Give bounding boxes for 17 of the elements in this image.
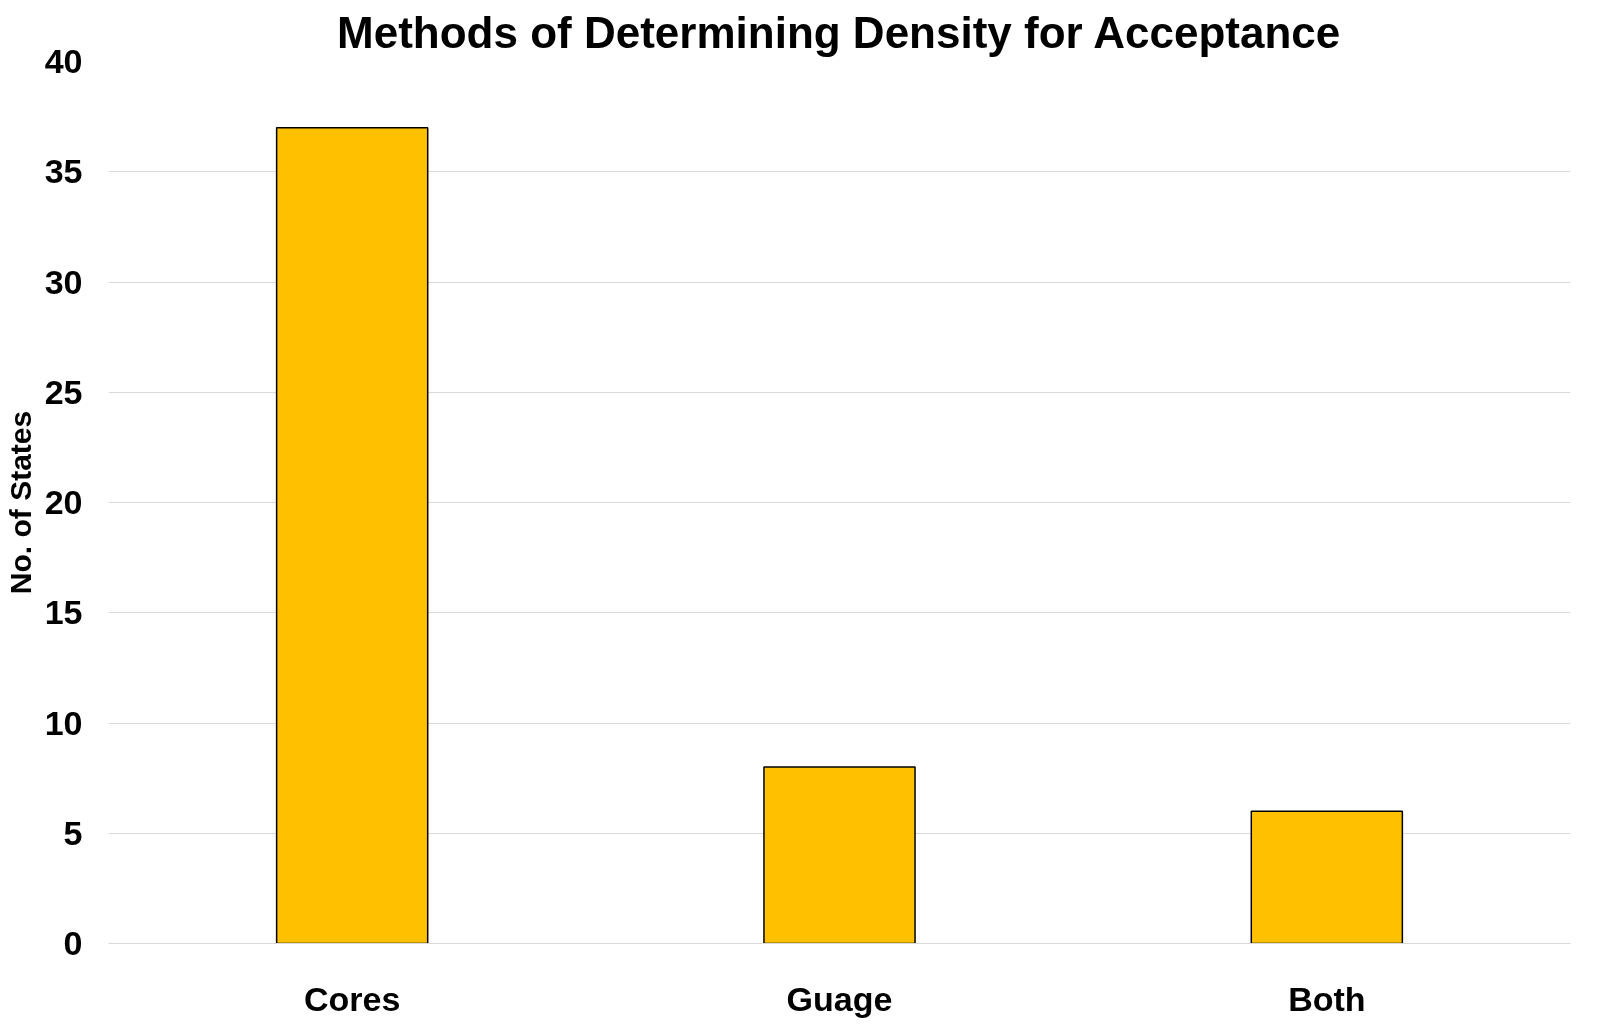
x-tick-label: Guage	[786, 979, 893, 1018]
y-tick-label: 20	[44, 483, 83, 521]
y-tick-label: 15	[44, 593, 83, 632]
chart-title: Methods of Determining Density for Acceptance	[337, 7, 1341, 57]
bar	[763, 766, 916, 944]
y-tick-label: 10	[44, 703, 83, 742]
y-tick-label: 35	[44, 152, 83, 191]
y-axis-title: No. of States	[3, 410, 37, 595]
y-tick-label: 40	[44, 42, 83, 80]
y-tick-label: 25	[44, 372, 83, 411]
bar	[1250, 810, 1404, 944]
y-tick-label: 5	[63, 813, 83, 852]
x-tick-label: Cores	[303, 979, 401, 1018]
bar	[275, 126, 429, 944]
y-tick-label: 0	[63, 924, 83, 962]
x-tick-label: Both	[1288, 979, 1366, 1018]
y-tick-label: 30	[44, 262, 83, 301]
